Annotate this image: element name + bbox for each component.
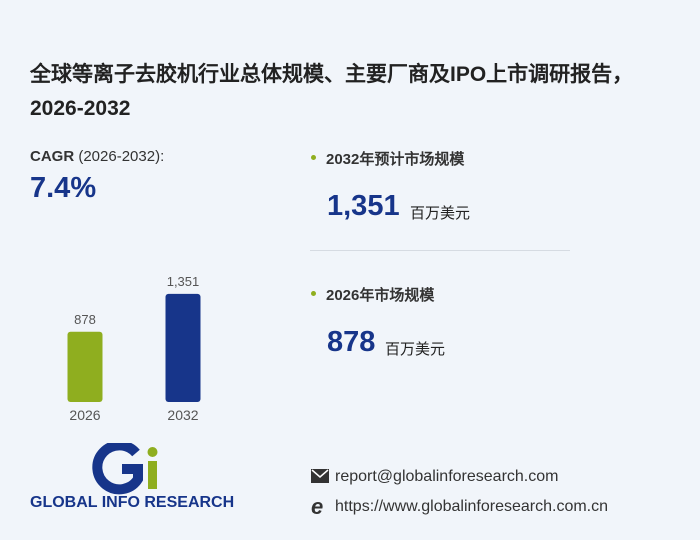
web-icon: e (311, 494, 324, 519)
bar-chart: 878 2026 1,351 2032 (67, 274, 201, 423)
logo-text: GLOBAL INFO RESEARCH (30, 494, 235, 511)
mail-icon (311, 469, 329, 483)
bullet (311, 291, 316, 296)
stat-value: 1,351 (327, 190, 400, 222)
x-tick-label: 2026 (69, 407, 100, 423)
bar (67, 331, 103, 402)
cagr-value: 7.4% (30, 172, 97, 204)
value-label: 878 (74, 312, 96, 327)
x-tick-label: 2032 (167, 407, 198, 423)
divider (310, 250, 570, 251)
cagr-period: (2026-2032): (78, 148, 165, 165)
title: 全球等离子去胶机行业总体规模、主要厂商及IPO上市调研报告，2026-2032 (30, 63, 634, 120)
cagr-label: CAGR (30, 148, 75, 165)
stat-label: 2032年预计市场规模 (326, 151, 465, 168)
bar (165, 293, 201, 402)
cagr-heading: CAGR (2026-2032): (30, 148, 164, 165)
logo-mark (92, 443, 158, 495)
stat-unit: 百万美元 (410, 205, 471, 222)
bullet (311, 155, 316, 160)
email: report@globalinforesearch.com (335, 468, 559, 485)
value-label: 1,351 (167, 274, 200, 289)
website: https://www.globalinforesearch.com.cn (335, 498, 609, 515)
stat-label: 2026年市场规模 (326, 287, 435, 304)
stat-unit: 百万美元 (385, 341, 446, 358)
stat-value: 878 (327, 326, 376, 358)
